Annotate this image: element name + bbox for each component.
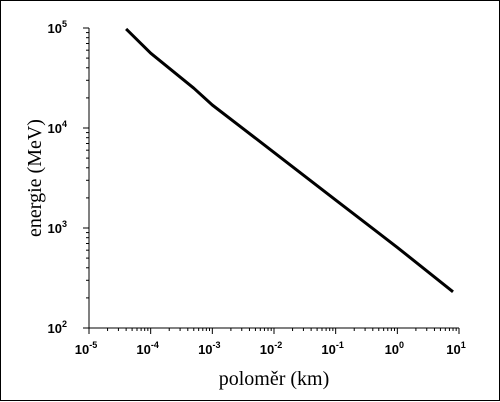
series-line — [125, 27, 454, 293]
x-tick-label: 10-1 — [321, 340, 343, 357]
x-tick-label: 100 — [385, 340, 404, 357]
y-tick-label: 104 — [48, 119, 67, 136]
axes — [88, 28, 459, 329]
ticks — [83, 27, 460, 334]
y-tick-label: 103 — [48, 219, 67, 236]
x-tick-label: 10-3 — [198, 340, 220, 357]
x-tick-label: 10-2 — [260, 340, 282, 357]
x-tick-label: 101 — [446, 340, 465, 357]
y-tick-label: 102 — [48, 319, 67, 336]
x-axis-title: poloměr (km) — [219, 368, 330, 390]
series-layer — [125, 27, 454, 293]
tick-labels: 10-5 10-4 10-3 10-2 10-1 100 101 102 103 104 105 — [48, 19, 466, 357]
x-tick-label: 10-5 — [75, 340, 97, 357]
x-tick-label: 10-4 — [136, 340, 158, 357]
y-axis-title: energie (MeV) — [24, 119, 46, 237]
y-tick-label: 105 — [48, 19, 67, 36]
